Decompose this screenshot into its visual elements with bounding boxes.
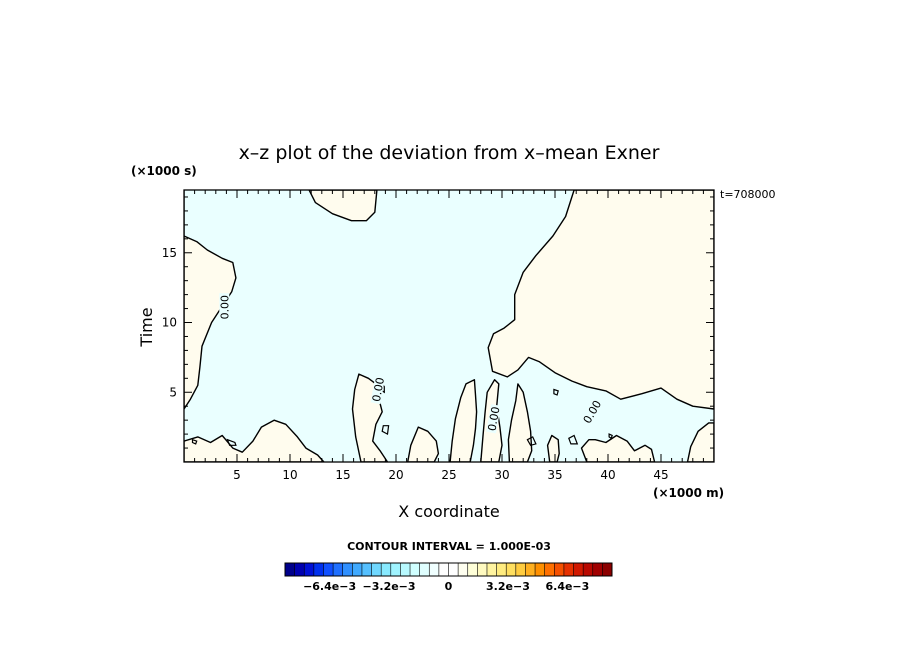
contour-loop-5 [553,388,559,396]
colorbar-swatch [400,563,411,576]
x-tick-label: 15 [335,468,350,482]
colorbar-swatch [285,563,295,576]
contour-label-bg [370,374,386,405]
colorbar-swatch [563,563,574,576]
colorbar-swatch [592,563,603,576]
colorbar-swatch [496,563,507,576]
colorbar-tick-labels: −6.4e−3 −3.2e−3 0 3.2e−3 6.4e−3 [303,580,589,593]
contour-label-bg [580,397,604,427]
colorbar-swatch [486,563,497,576]
y-tick-label: 15 [162,246,177,260]
colorbar-swatch [602,563,613,576]
contour-region-11 [686,422,714,462]
x-tick-label: 30 [494,468,509,482]
contour-region-10 [580,434,656,462]
colorbar-swatch [304,563,315,576]
colorbar-swatch [410,563,420,576]
colorbar-tick-label: 3.2e−3 [486,580,530,593]
contour-loop-4 [526,436,537,446]
colorbar-tick-label: 0 [445,580,453,593]
colorbar-swatch [515,563,526,576]
contour-loop-6 [568,434,579,445]
colorbar-frame [284,562,613,577]
colorbar-swatch [390,563,401,576]
colorbar-swatch [419,563,430,576]
contour-label: 0.00 [370,376,387,402]
x-axis-label: X coordinate [398,502,499,521]
x-tick-label: 45 [653,468,668,482]
colorbar-swatch [583,563,594,576]
colorbar-swatch [361,563,372,576]
contour-interval-label: CONTOUR INTERVAL = 1.000E-03 [347,540,551,553]
colorbar-swatch [573,563,584,576]
contour-label: 0.00 [218,295,231,320]
contour-label-bg [486,404,501,434]
colorbar-swatch [323,563,334,576]
x-tick-label: 5 [233,468,241,482]
colorbar-swatch [448,563,459,576]
x-axis-unit: (×1000 m) [653,486,724,500]
minor-ticks [184,190,714,462]
contour-region-1 [308,190,378,222]
contour-label-bg [219,293,230,322]
colorbar-tick-label: 6.4e−3 [545,580,589,593]
colorbar-swatch [544,563,555,576]
colorbar-swatch [458,563,469,576]
contour-loop-1 [191,438,198,445]
colorbar [284,562,613,577]
colorbar-swatch [506,563,517,576]
x-axis-ticks: 5 10 15 20 25 30 35 40 45 [233,468,668,482]
contour-regions [184,190,714,462]
chart-title: x–z plot of the deviation from x–mean Ex… [239,142,660,164]
y-axis-ticks: 5 10 15 [162,246,177,399]
colorbar-swatch [342,563,353,576]
colorbar-swatch [525,563,536,576]
contour-loop-7 [608,433,613,440]
time-label: t=708000 [720,188,776,201]
colorbar-swatch [352,563,363,576]
colorbar-swatch [467,563,478,576]
contour-region-8 [507,383,533,462]
colorbar-swatch [313,563,324,576]
contour-loop-0 [226,438,237,446]
y-tick-label: 5 [169,385,177,399]
contour-label: 0.00 [485,406,502,432]
colorbar-swatch [535,563,545,576]
contour-region-6 [449,379,478,462]
colorbar-swatch [554,563,565,576]
y-tick-label: 10 [162,316,177,330]
x-tick-label: 20 [388,468,403,482]
contour-loop-3 [381,425,390,436]
x-tick-label: 40 [600,468,615,482]
colorbar-swatch [429,563,440,576]
colorbar-swatch [438,563,449,576]
colorbar-swatch [294,563,305,576]
colorbar-swatch [381,563,392,576]
contour-region-9 [546,434,560,462]
contour-region-2 [487,190,714,410]
colorbar-tick-label: −3.2e−3 [363,580,416,593]
colorbar-tick-label: −6.4e−3 [303,580,356,593]
x-tick-label: 25 [441,468,456,482]
colorbar-swatch [477,563,488,576]
contour-region-5 [407,426,440,462]
colorbar-swatch [371,563,382,576]
colorbar-swatch [333,563,344,576]
y-axis-label: Time [137,307,156,347]
contour-region-3 [184,419,325,462]
y-axis-unit: (×1000 s) [131,164,197,178]
x-tick-label: 35 [547,468,562,482]
x-tick-label: 10 [282,468,297,482]
